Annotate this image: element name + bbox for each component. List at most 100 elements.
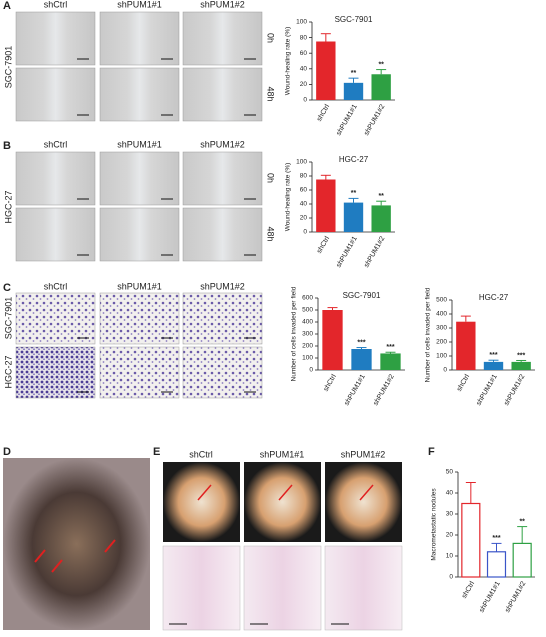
y-axis-label: Number of cells invaded per field xyxy=(425,287,432,382)
column-label: shPUM1#1 xyxy=(117,139,162,149)
chart-title: HGC-27 xyxy=(339,155,369,164)
y-tick-label: 100 xyxy=(296,159,307,166)
y-tick-label: 0 xyxy=(303,97,307,104)
y-tick-label: 400 xyxy=(436,311,447,318)
micrograph xyxy=(15,207,96,262)
micrograph xyxy=(182,346,263,399)
bar xyxy=(371,74,391,100)
y-tick-label: 300 xyxy=(302,331,313,338)
bar xyxy=(343,82,364,100)
micrograph xyxy=(15,292,96,345)
y-axis-label: Number of cells invaded per field xyxy=(291,286,298,381)
micrograph xyxy=(15,151,96,206)
y-tick-label: 0 xyxy=(309,367,313,374)
cell-line-label: SGC-7901 xyxy=(3,46,13,89)
x-tick-label: shPUM1#1 xyxy=(343,373,366,407)
histology xyxy=(324,545,403,631)
time-label: 48h xyxy=(266,86,276,101)
y-axis-label: Macrometastatic nodules xyxy=(431,488,438,561)
panel-label: D xyxy=(3,446,11,458)
bar xyxy=(511,361,531,370)
micrograph xyxy=(182,292,263,345)
column-label: shCtrl xyxy=(44,281,68,291)
significance: ** xyxy=(378,61,384,68)
y-tick-label: 200 xyxy=(302,343,313,350)
bar xyxy=(371,205,391,232)
y-tick-label: 0 xyxy=(449,574,453,581)
x-tick-label: shCtrl xyxy=(456,373,471,393)
micrograph xyxy=(99,151,180,206)
bar xyxy=(351,349,372,370)
column-label: shCtrl xyxy=(44,139,68,149)
micrograph xyxy=(182,67,263,122)
panel-label: B xyxy=(3,140,11,152)
column-label: shPUM1#2 xyxy=(200,0,245,9)
x-tick-label: shPUM1#2 xyxy=(363,103,386,137)
micrograph xyxy=(99,207,180,262)
significance: *** xyxy=(386,344,394,351)
arrow xyxy=(278,484,293,501)
x-tick-label: shPUM1#2 xyxy=(504,580,527,614)
y-tick-label: 30 xyxy=(446,511,454,518)
arrow xyxy=(359,484,374,501)
x-tick-label: shPUM1#1 xyxy=(335,103,358,137)
micrograph xyxy=(99,67,180,122)
y-tick-label: 40 xyxy=(446,490,454,497)
bar xyxy=(316,179,336,232)
column-label: shCtrl xyxy=(44,0,68,9)
micrograph xyxy=(15,67,96,122)
y-tick-label: 600 xyxy=(302,295,313,302)
x-tick-label: shPUM1#2 xyxy=(372,373,395,407)
chart-title: SGC-7901 xyxy=(343,291,381,300)
panel-label: A xyxy=(3,0,11,12)
micrograph xyxy=(15,346,96,399)
y-tick-label: 100 xyxy=(436,353,447,360)
cell-line-label: HGC-27 xyxy=(3,190,13,223)
significance: *** xyxy=(517,352,525,359)
tissue-photo xyxy=(325,462,402,542)
histology xyxy=(243,545,322,631)
column-label: shPUM1#1 xyxy=(117,0,162,9)
bar xyxy=(322,310,343,370)
micrograph xyxy=(15,11,96,66)
time-label: 0h xyxy=(266,33,276,43)
y-tick-label: 20 xyxy=(446,532,454,539)
significance: ** xyxy=(351,190,357,197)
cell-line-label: HGC-27 xyxy=(3,355,13,388)
tissue-photo xyxy=(244,462,321,542)
bar xyxy=(456,321,476,370)
x-tick-label: shPUM1#2 xyxy=(503,373,526,407)
column-label: shCtrl xyxy=(189,449,213,459)
x-tick-label: shCtrl xyxy=(323,373,338,393)
significance: ** xyxy=(519,518,525,525)
y-tick-label: 300 xyxy=(436,325,447,332)
y-tick-label: 80 xyxy=(300,34,308,41)
y-tick-label: 500 xyxy=(436,297,447,304)
arrow xyxy=(197,484,212,501)
panel-label: F xyxy=(428,446,435,458)
arrow xyxy=(104,539,116,553)
x-tick-label: shPUM1#2 xyxy=(363,235,386,269)
arrow xyxy=(51,559,63,573)
cell-line-label: SGC-7901 xyxy=(3,297,13,340)
bar xyxy=(461,502,481,578)
y-tick-label: 10 xyxy=(446,553,454,560)
column-label: shPUM1#2 xyxy=(200,281,245,291)
micrograph xyxy=(182,151,263,206)
column-label: shPUM1#1 xyxy=(260,449,305,459)
y-tick-label: 20 xyxy=(300,215,308,222)
x-tick-label: shCtrl xyxy=(316,103,331,123)
y-tick-label: 100 xyxy=(302,355,313,362)
column-label: shPUM1#2 xyxy=(341,449,386,459)
x-tick-label: shPUM1#1 xyxy=(475,373,498,407)
micrograph xyxy=(99,11,180,66)
bar xyxy=(316,41,336,100)
bar xyxy=(512,542,532,578)
y-tick-label: 50 xyxy=(446,469,454,476)
bar xyxy=(343,202,364,232)
arrow xyxy=(34,549,46,563)
chart-title: SGC-7901 xyxy=(335,15,373,24)
x-tick-label: shPUM1#1 xyxy=(478,580,501,614)
y-tick-label: 200 xyxy=(436,339,447,346)
